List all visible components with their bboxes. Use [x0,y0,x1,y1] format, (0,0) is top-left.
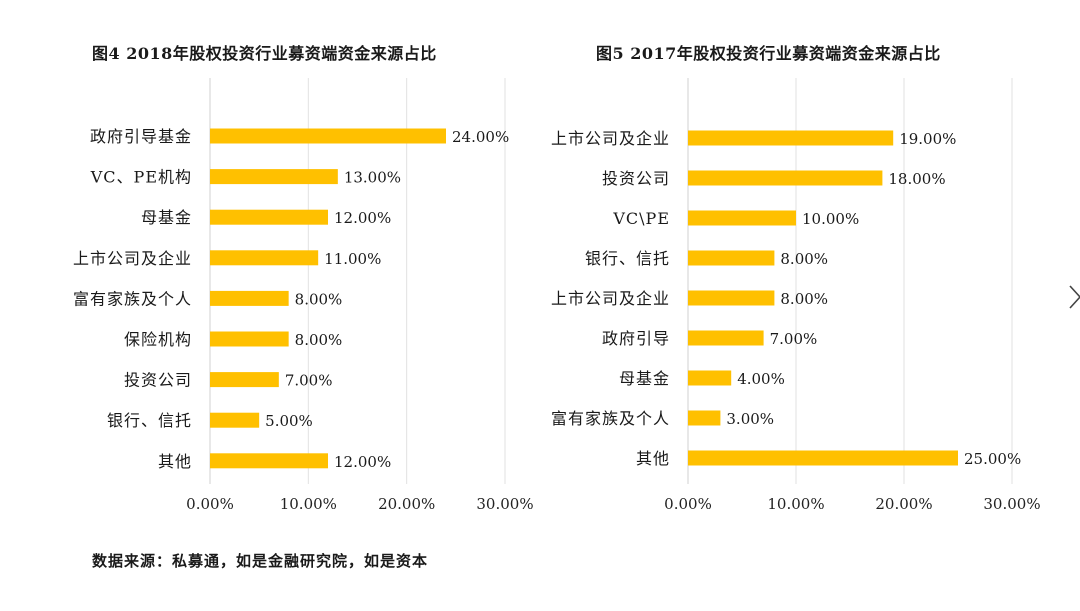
x-tick-label: 0.00% [664,495,712,513]
category-label: 银行、信托 [107,411,192,430]
bar [688,210,796,226]
data-label: 3.00% [726,410,774,428]
bar [688,450,958,466]
data-label: 10.00% [802,210,859,228]
bar [688,330,764,346]
category-label: 投资公司 [602,169,670,188]
chart-title-2017: 图5 2017年股权投资行业募资端资金来源占比 [596,44,941,63]
category-label: 上市公司及企业 [551,289,670,308]
category-label: 上市公司及企业 [551,129,670,148]
category-label: 政府引导基金 [90,127,192,146]
category-label: 母基金 [141,208,192,227]
data-source-note: 数据来源：私募通，如是金融研究院，如是资本 [92,552,429,570]
category-label: 银行、信托 [585,249,670,268]
category-label: 富有家族及个人 [551,409,670,428]
bar [688,410,721,426]
chart-title-2018: 图4 2018年股权投资行业募资端资金来源占比 [92,44,437,63]
bar [688,250,775,266]
x-tick-label: 10.00% [767,495,824,513]
data-label: 13.00% [344,169,401,187]
x-tick-label: 20.00% [875,495,932,513]
category-label: VC、PE机构 [90,168,192,187]
x-tick-label: 30.00% [983,495,1040,513]
x-tick-label: 10.00% [280,495,337,513]
x-tick-label: 20.00% [378,495,435,513]
data-label: 8.00% [295,290,343,308]
category-label: 母基金 [619,369,670,388]
data-label: 4.00% [737,370,785,388]
data-label: 8.00% [295,331,343,349]
data-label: 5.00% [265,412,313,430]
data-label: 12.00% [334,209,391,227]
bar [210,453,328,469]
bar [688,290,775,306]
chevron-right-icon[interactable] [1068,284,1080,310]
bar [210,128,446,144]
bar [210,372,279,388]
data-label: 11.00% [324,250,381,268]
data-label: 25.00% [964,450,1021,468]
bar [210,169,338,185]
category-label: 投资公司 [124,371,192,390]
data-label: 24.00% [452,128,509,146]
category-label: 富有家族及个人 [73,289,192,308]
bar [688,170,883,186]
data-label: 7.00% [770,330,818,348]
category-label: 上市公司及企业 [73,249,192,268]
bar [210,290,289,306]
bar [688,130,894,146]
data-label: 19.00% [899,130,956,148]
bar [210,412,260,428]
bar [210,250,319,266]
category-label: 其他 [636,449,670,468]
x-tick-label: 0.00% [186,495,234,513]
category-label: VC\PE [612,209,670,228]
data-label: 8.00% [780,290,828,308]
category-label: 政府引导 [602,329,670,348]
bar [210,331,289,347]
data-label: 7.00% [285,372,333,390]
category-label: 保险机构 [124,330,192,349]
category-label: 其他 [158,452,192,471]
bar [210,209,328,225]
x-tick-label: 30.00% [476,495,533,513]
data-label: 18.00% [888,170,945,188]
data-label: 12.00% [334,453,391,471]
data-label: 8.00% [780,250,828,268]
bar [688,370,732,386]
